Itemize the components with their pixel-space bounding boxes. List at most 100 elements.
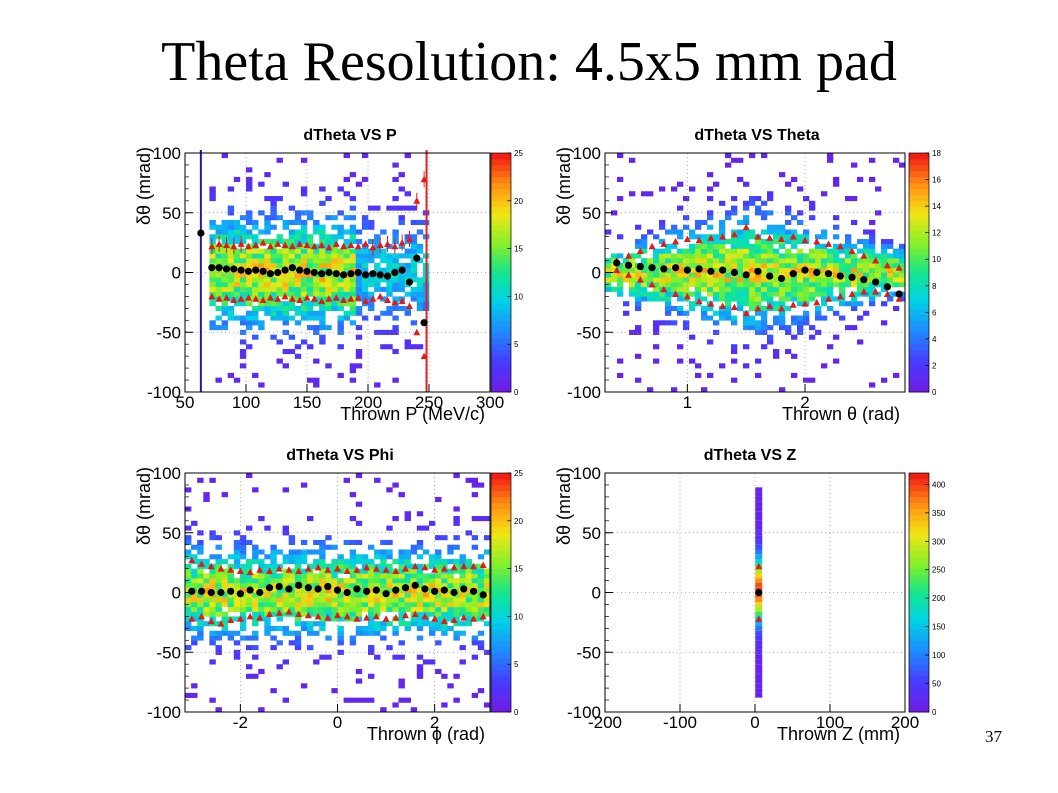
heatmap-cell <box>410 286 418 292</box>
heatmap-cell <box>361 282 369 288</box>
heatmap-cell <box>881 272 888 278</box>
heatmap-cell <box>471 592 479 598</box>
sigma-lower-marker <box>310 295 318 302</box>
heatmap-cell <box>743 325 750 331</box>
heatmap-cell <box>647 296 654 302</box>
color-bar-step <box>491 646 511 653</box>
heatmap-cell <box>368 592 375 598</box>
color-bar-step <box>909 658 929 665</box>
mean-marker <box>188 587 196 595</box>
heatmap-cell <box>361 563 369 569</box>
heatmap-cell <box>755 659 763 665</box>
heatmap-cell <box>797 210 804 216</box>
heatmap-cell <box>435 597 442 603</box>
heatmap-cell <box>386 262 393 269</box>
heatmap-cell <box>307 282 314 288</box>
sigma-lower-marker <box>343 612 351 620</box>
sigma-lower-marker <box>755 615 763 622</box>
heatmap-cell <box>288 248 296 254</box>
mean-marker <box>333 586 342 594</box>
heatmap-cell <box>282 573 289 579</box>
heatmap-cell <box>331 544 338 550</box>
heatmap-cell <box>392 282 399 288</box>
color-bar-step <box>909 526 929 534</box>
heatmap-cell <box>761 215 768 221</box>
heatmap-cell <box>435 563 442 569</box>
heatmap-cell <box>349 587 357 593</box>
heatmap-cell <box>392 573 399 579</box>
heatmap-cell <box>881 320 888 326</box>
color-bar-step <box>491 568 511 575</box>
heatmap-cell <box>689 253 696 259</box>
heatmap-cell <box>701 267 708 273</box>
heatmap-cell <box>191 578 198 584</box>
heatmap-cell <box>459 659 466 665</box>
color-bar-label: 8 <box>932 282 937 291</box>
heatmap-cell <box>355 554 363 560</box>
color-bar-step <box>491 562 511 569</box>
heatmap-cell <box>683 248 690 254</box>
heatmap-cell <box>899 248 906 254</box>
heatmap-cell <box>319 597 326 603</box>
heatmap-cell <box>767 248 774 254</box>
heatmap-cell <box>737 282 744 288</box>
heatmap-cell <box>749 291 756 297</box>
heatmap-cell <box>337 229 344 235</box>
heatmap-cell <box>355 253 363 259</box>
heatmap-cell <box>313 291 320 297</box>
heatmap-cell <box>755 645 763 650</box>
heatmap-cell <box>215 573 222 579</box>
heatmap-cell <box>313 377 320 383</box>
heatmap-cell <box>319 559 326 565</box>
heatmap-cell <box>410 707 418 713</box>
heatmap-cell <box>246 291 253 297</box>
heatmap-cell <box>857 277 864 283</box>
heatmap-cell <box>221 291 228 297</box>
heatmap-cell <box>337 559 344 565</box>
color-bar-label: 0 <box>932 708 937 717</box>
mean-marker <box>372 586 380 594</box>
heatmap-cell <box>435 668 442 675</box>
heatmap-cell <box>221 568 228 574</box>
heatmap-cell <box>453 516 460 522</box>
heatmap-cell <box>221 248 228 254</box>
color-bar-step <box>491 224 511 232</box>
heatmap-cell <box>441 535 448 541</box>
sigma-lower-marker <box>848 290 856 298</box>
heatmap-cell <box>343 253 350 259</box>
heatmap-cell <box>246 286 253 292</box>
heatmap-cell <box>294 645 302 651</box>
color-bar-step <box>491 314 511 321</box>
heatmap-cell <box>343 215 350 221</box>
heatmap-cell <box>343 301 350 307</box>
heatmap-cell <box>300 554 308 560</box>
heatmap-cell <box>416 602 424 608</box>
heatmap-cell <box>737 272 744 278</box>
heatmap-cell <box>282 348 289 355</box>
x-tick-label: 300 <box>476 393 504 412</box>
heatmap-cell <box>453 535 460 541</box>
heatmap-cell <box>331 592 338 598</box>
heatmap-cell <box>331 597 338 603</box>
heatmap-cell <box>197 477 204 483</box>
heatmap-cell <box>252 282 259 288</box>
heatmap-cell <box>313 277 320 283</box>
heatmap-cell <box>773 253 780 259</box>
heatmap-cell <box>707 372 714 378</box>
heatmap-cell <box>294 253 302 259</box>
heatmap-cell <box>221 277 228 283</box>
heatmap-cell <box>641 286 648 292</box>
heatmap-cell <box>441 702 448 708</box>
heatmap-cell <box>737 296 744 302</box>
heatmap-cell <box>404 549 411 555</box>
heatmap-cell <box>833 215 840 221</box>
heatmap-cell <box>416 582 424 589</box>
heatmap-cell <box>453 611 460 617</box>
heatmap-cell <box>725 248 732 254</box>
heatmap-cell <box>325 592 332 598</box>
heatmap-cell <box>869 291 876 297</box>
heatmap-cell <box>755 582 763 588</box>
color-bar-label: 150 <box>932 623 946 632</box>
mean-marker <box>295 581 303 589</box>
heatmap-cell <box>270 286 277 292</box>
